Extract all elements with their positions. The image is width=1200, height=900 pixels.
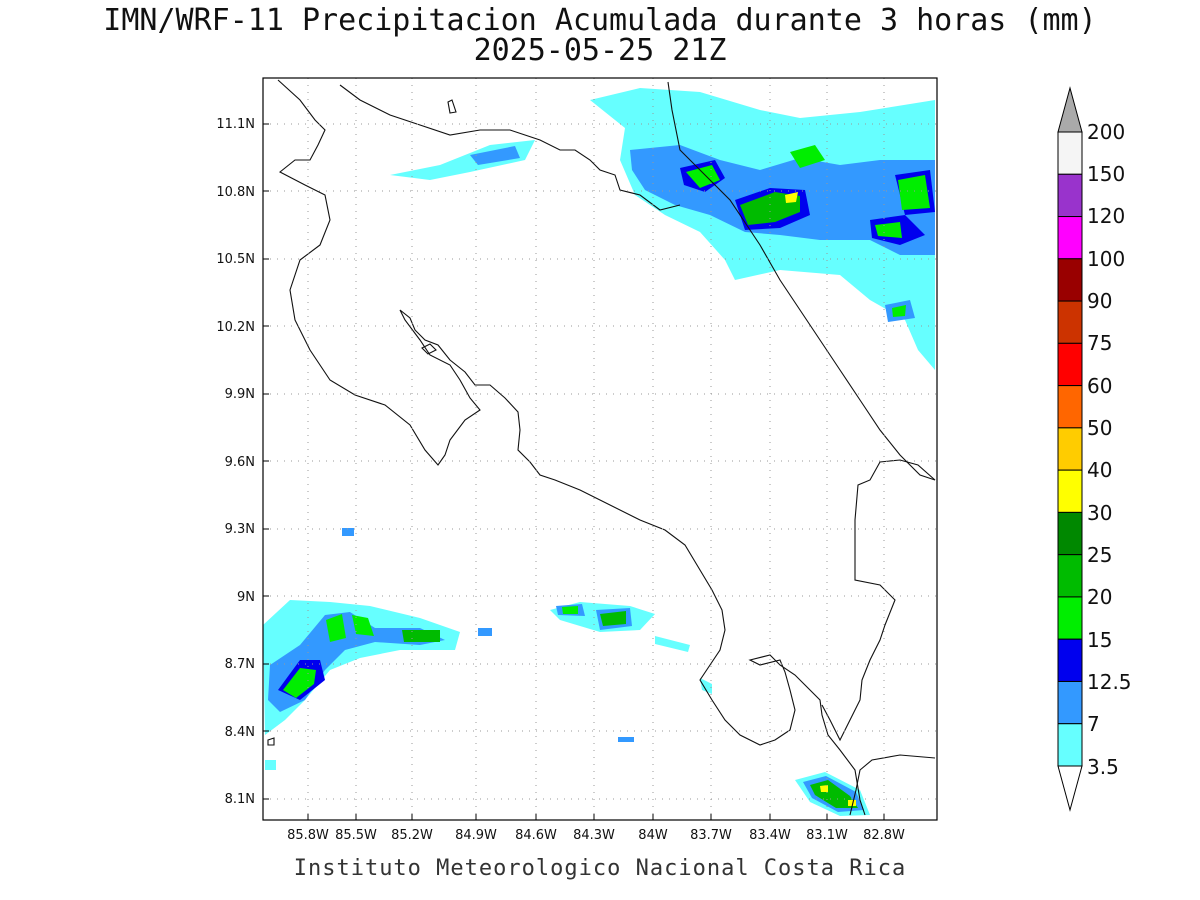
colorbar-label: 20 [1087,585,1112,609]
lat-tick-label: 8.7N [225,657,255,672]
colorbar-label: 120 [1087,204,1125,228]
lat-tick-label: 8.1N [225,792,255,807]
lon-tick-label: 83.1W [806,828,848,843]
colorbar-label: 40 [1087,458,1112,482]
precip-area-north-streak [390,140,535,180]
precip-area-ne-east-green [892,305,906,317]
colorbar-swatch [1057,173,1083,218]
colorbar-swatch [1057,300,1083,344]
colorbar-segments [1057,131,1083,767]
colorbar-label: 200 [1087,120,1125,144]
colorbar-label: 75 [1087,331,1112,355]
lat-tick-label: 10.2N [216,320,255,335]
colorbar: 200 150 120 100 90 75 60 50 40 30 25 20 … [1057,86,1132,812]
nicaragua-lake-shore [277,79,866,816]
colorbar-swatch [1057,554,1083,598]
lat-tick-label: 10.8N [216,185,255,200]
precip-speck-2 [478,628,492,636]
precip-area-se-yellow [820,785,828,792]
panama-border [849,754,936,816]
lon-tick-label: 85.5W [335,828,377,843]
colorbar-swatch [1057,131,1083,175]
map-subtitle-date: 2025-05-25 21Z [473,33,727,68]
precip-speck-6 [265,760,276,770]
lat-tick-label: 9N [237,590,255,605]
lon-tick-label: 84.9W [455,828,497,843]
colorbar-label: 150 [1087,162,1125,186]
precip-speck-5 [655,636,690,652]
lon-tick-label: 85.2W [391,828,433,843]
colorbar-label: 15 [1087,628,1112,652]
precip-area-ne-green2 [740,192,800,225]
precip-area-sw-green4 [402,630,440,642]
colorbar-label: 3.5 [1087,755,1119,779]
colorbar-label: 7 [1087,712,1100,736]
colorbar-under-arrow [1057,765,1083,812]
colorbar-swatch [1057,723,1083,767]
precipitation-field [263,88,935,816]
colorbar-swatch [1057,511,1083,556]
panama-coast [821,459,936,742]
precip-speck-4 [700,678,712,694]
lake-island [447,99,457,114]
precip-area-ne-green4 [898,175,930,210]
colorbar-over-arrow [1057,86,1083,133]
lon-tick-label: 85.8W [287,828,329,843]
precip-area-ne-green3 [790,145,825,168]
lon-tick-label: 84.3W [573,828,615,843]
precip-area-se-yellow2 [848,800,856,806]
map-frame [262,77,938,821]
lat-tick-label: 10.5N [216,252,255,267]
lon-tick-label: 83.7W [690,828,732,843]
caribbean-coast [667,81,936,481]
precip-area-sw-green2 [326,614,346,642]
colorbar-label: 100 [1087,247,1125,271]
colorbar-swatch [1057,469,1083,513]
precip-area-ne-green5 [875,222,902,238]
lat-axis: 11.1N 10.8N 10.5N 10.2N 9.9N 9.6N 9.3N 9… [216,117,255,807]
colorbar-swatch [1057,258,1083,302]
precip-area-ne-yellow [785,192,798,203]
lon-tick-label: 84W [638,828,668,843]
precip-area-sw-green3 [352,615,374,636]
lon-tick-label: 82.8W [863,828,905,843]
gulf-nicoya-island [421,343,437,355]
precip-speck-3 [618,737,634,742]
lat-tick-label: 8.4N [225,725,255,740]
lat-tick-label: 9.3N [225,522,255,537]
precip-area-sw-green1 [283,668,316,698]
colorbar-swatch [1057,342,1083,387]
colorbar-swatch [1057,385,1083,429]
colorbar-label: 60 [1087,374,1112,398]
lon-axis: 85.8W 85.5W 85.2W 84.9W 84.6W 84.3W 84W … [287,828,905,843]
precip-area-north-streak-mid [470,146,520,165]
lat-lon-grid [263,78,937,820]
colorbar-label: 30 [1087,501,1112,525]
colorbar-swatch [1057,638,1083,682]
colorbar-label: 90 [1087,289,1112,313]
map-title: IMN/WRF-11 Precipitacion Acumulada duran… [103,3,1097,38]
precip-speck-1 [342,528,354,536]
colorbar-labels: 200 150 120 100 90 75 60 50 40 30 25 20 … [1087,120,1132,779]
lon-tick-label: 84.6W [515,828,557,843]
colorbar-swatch [1057,216,1083,260]
lat-tick-label: 9.6N [225,455,255,470]
lat-tick-label: 9.9N [225,387,255,402]
nicaragua-border [339,84,681,211]
coastlines-and-borders [267,79,936,816]
footer-credit: Instituto Meteorologico Nacional Costa R… [293,856,907,881]
colorbar-swatch [1057,596,1083,640]
colorbar-label: 25 [1087,543,1112,567]
colorbar-swatch [1057,427,1083,471]
colorbar-label: 50 [1087,416,1112,440]
colorbar-swatch [1057,680,1083,725]
precip-area-center-green1 [562,606,578,614]
lat-tick-label: 11.1N [216,117,255,132]
lon-tick-label: 83.4W [749,828,791,843]
precip-area-center-green2 [600,611,626,626]
colorbar-label: 12.5 [1087,670,1132,694]
osa-island [267,737,275,746]
